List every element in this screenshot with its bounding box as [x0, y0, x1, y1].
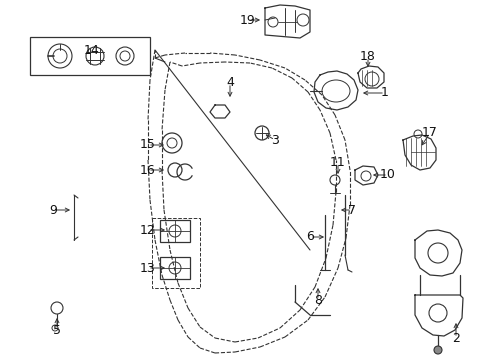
- Text: 2: 2: [451, 332, 459, 345]
- Text: 7: 7: [347, 203, 355, 216]
- Text: 13: 13: [140, 261, 156, 274]
- Text: 11: 11: [329, 157, 345, 170]
- Text: 1: 1: [380, 86, 388, 99]
- Bar: [30, 37, 150, 75]
- Bar: [160, 220, 190, 242]
- Text: 12: 12: [140, 224, 156, 237]
- Text: 14: 14: [84, 44, 100, 57]
- Text: 15: 15: [140, 139, 156, 152]
- Text: 4: 4: [225, 77, 233, 90]
- Text: 6: 6: [305, 230, 313, 243]
- Text: 3: 3: [270, 134, 278, 147]
- Text: 16: 16: [140, 163, 156, 176]
- Text: 5: 5: [53, 324, 61, 337]
- Text: 19: 19: [240, 13, 255, 27]
- Text: 9: 9: [49, 203, 57, 216]
- Text: 18: 18: [359, 50, 375, 63]
- Bar: [160, 257, 190, 279]
- Bar: [152, 218, 200, 288]
- Circle shape: [433, 346, 441, 354]
- Text: 17: 17: [421, 126, 437, 139]
- Text: 8: 8: [313, 293, 321, 306]
- Text: 10: 10: [379, 168, 395, 181]
